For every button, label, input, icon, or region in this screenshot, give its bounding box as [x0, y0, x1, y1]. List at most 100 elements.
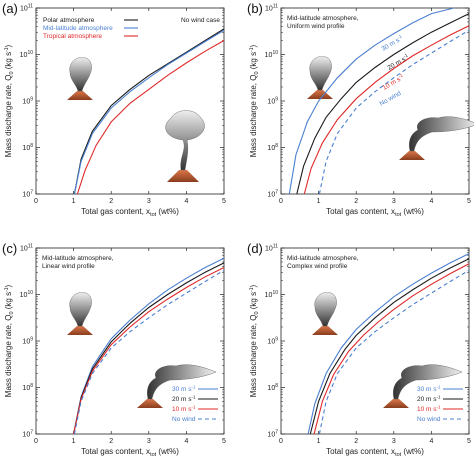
legend-label: Mid-latitude atmosphere: [43, 25, 113, 32]
y-tick-label: 1010: [20, 290, 34, 299]
x-tick-label: 3: [147, 438, 151, 445]
legend-label: 10 m s-1: [417, 405, 441, 414]
series-line-polar-atmosphere: [73, 28, 225, 195]
series-line-mid-latitude-atmosphere: [73, 29, 225, 195]
x-axis-label: Total gas content, xtot (wt%): [81, 447, 179, 457]
x-tick-label: 5: [467, 438, 471, 445]
ash-plume-icon: [147, 364, 217, 400]
y-axis-label: Mass discharge rate, Q0 (kg s-1): [4, 284, 15, 397]
y-tick-label: 109: [22, 337, 33, 346]
ash-plume-icon: [393, 364, 463, 400]
plot-frame: [280, 247, 470, 435]
x-tick-label: 0: [34, 438, 38, 445]
legend-label: Tropical atmosphere: [43, 33, 102, 40]
legend-label: 10 m s-1: [172, 405, 196, 414]
panel-label: (a): [2, 1, 18, 16]
series-line-no-wind: [73, 269, 225, 435]
series-line-20-m-s: [73, 262, 225, 435]
volcano-icon: [137, 399, 163, 408]
x-tick-label: 2: [354, 438, 358, 445]
x-tick-label: 4: [184, 198, 188, 205]
volcano-icon: [399, 151, 425, 160]
x-tick-label: 0: [279, 438, 283, 445]
panel-label: (d): [247, 241, 263, 256]
x-axis-label: Total gas content, xtot (wt%): [326, 207, 424, 218]
series-line-30-m-s: [307, 253, 470, 435]
legend-label: No wind: [172, 416, 196, 423]
series-line-10-m-s: [73, 267, 225, 435]
x-tick-label: 1: [317, 438, 321, 445]
volcano-icon: [67, 326, 93, 335]
legend-label: No wind: [417, 416, 441, 423]
x-tick-label: 1: [72, 198, 76, 205]
x-tick-label: 1: [317, 198, 321, 205]
panel-annotation: No wind case: [181, 17, 220, 24]
ash-plume-icon: [69, 292, 92, 327]
panel-annotation: Uniform wind profile: [287, 23, 345, 30]
plot-frame: [280, 7, 470, 195]
panel-annotation: Mid-latitude atmosphere,: [287, 255, 359, 262]
legend-label: No wind: [379, 90, 403, 108]
y-tick-label: 109: [22, 97, 33, 106]
x-tick-label: 2: [109, 438, 113, 445]
legend-label: 20 m s-1: [386, 52, 411, 71]
x-axis-label: Total gas content, xtot (wt%): [81, 207, 179, 218]
series-line-no-wind: [318, 29, 470, 195]
y-tick-label: 1011: [20, 244, 33, 253]
y-axis-label: Mass discharge rate, Q0 (kg s-1): [249, 284, 260, 397]
volcano-icon: [167, 170, 199, 182]
series-line-tropical-atmosphere: [76, 40, 225, 195]
panel-c: 0 1 2 3 4 5 107 108 109 1010 1011 Total gas content…: [2, 241, 226, 457]
panel-b: 0 1 2 3 4 5 107 108 109 1010 1011 Total gas content…: [247, 1, 474, 218]
series-line-10-m-s: [303, 25, 470, 195]
panel-label: (c): [2, 241, 17, 256]
panel-annotation: Mid-latitude atmosphere,: [42, 255, 114, 262]
series-line-20-m-s: [296, 13, 470, 195]
legend-label: 20 m s-1: [417, 395, 441, 404]
series-line-30-m-s: [288, 7, 455, 195]
series-line-no-wind: [318, 269, 470, 435]
panel-annotation: Linear wind profile: [42, 263, 95, 270]
volcano-icon: [383, 399, 409, 408]
ash-plume-icon: [69, 57, 92, 92]
legend-label: 20 m s-1: [172, 395, 196, 404]
y-tick-label: 109: [267, 337, 278, 346]
x-tick-label: 1: [72, 438, 76, 445]
y-tick-label: 107: [267, 190, 278, 199]
y-tick-label: 108: [22, 383, 33, 392]
x-tick-label: 3: [392, 198, 396, 205]
x-tick-label: 5: [222, 198, 226, 205]
y-tick-label: 107: [22, 430, 33, 439]
legend-label: 30 m s-1: [417, 385, 441, 394]
x-tick-label: 2: [354, 198, 358, 205]
x-tick-label: 5: [467, 198, 471, 205]
x-tick-label: 3: [147, 198, 151, 205]
y-tick-label: 1011: [265, 4, 278, 13]
y-axis-label: Mass discharge rate, Q0 (kg s-1): [4, 44, 15, 157]
volcano-icon: [312, 326, 338, 335]
x-tick-label: 4: [429, 438, 433, 445]
series-line-30-m-s: [73, 257, 225, 435]
x-tick-label: 3: [392, 438, 396, 445]
x-tick-label: 0: [34, 198, 38, 205]
y-tick-label: 108: [267, 143, 278, 152]
ash-plume-icon: [409, 116, 474, 152]
y-tick-label: 1011: [20, 4, 33, 13]
x-tick-label: 5: [222, 438, 226, 445]
y-axis-label: Mass discharge rate, Q0 (kg s-1): [249, 44, 260, 157]
legend-label: 30 m s-1: [172, 385, 196, 394]
legend-label: Polar atmosphere: [43, 17, 95, 24]
y-tick-label: 107: [22, 190, 33, 199]
x-tick-label: 4: [429, 198, 433, 205]
ash-plume-icon: [314, 292, 337, 327]
y-tick-label: 1011: [265, 244, 278, 253]
ash-plume-icon: [309, 56, 332, 91]
y-tick-label: 1010: [20, 50, 34, 59]
y-tick-label: 108: [267, 383, 278, 392]
series-line-20-m-s: [309, 258, 470, 435]
panel-label: (b): [247, 1, 263, 16]
ash-plume-icon: [165, 110, 205, 171]
y-tick-label: 109: [267, 97, 278, 106]
y-tick-label: 108: [22, 143, 33, 152]
